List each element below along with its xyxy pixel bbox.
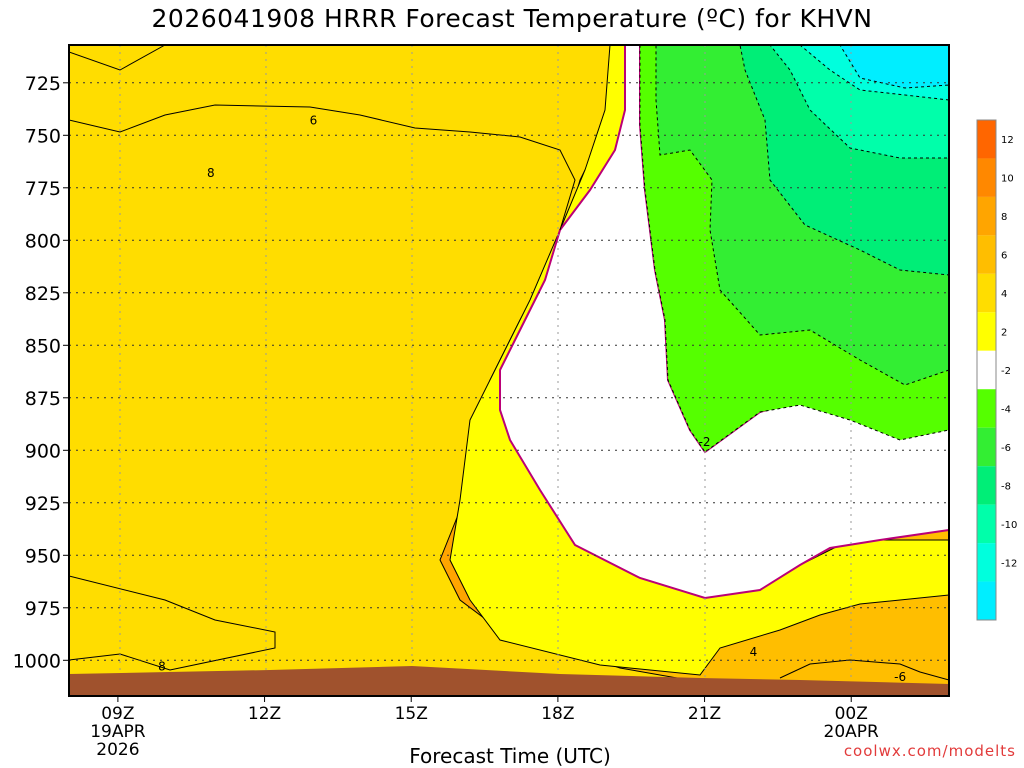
contour-line-lower-8 bbox=[69, 575, 276, 671]
colorbar: 12 10 8 6 4 2 -2 -4 -6 -8 -10 -12 bbox=[976, 119, 1017, 621]
contour-label-1: 8 bbox=[207, 166, 215, 180]
y-tick-label-800: 800 bbox=[25, 230, 61, 252]
y-tick-label-750: 750 bbox=[25, 125, 61, 147]
colorbar-label--6: -6 bbox=[1001, 443, 1011, 454]
colorbar-bin-9 bbox=[977, 466, 996, 505]
colorbar-bin-2 bbox=[977, 196, 996, 236]
y-tick-label-900: 900 bbox=[25, 440, 61, 462]
contour-label-4: 8 bbox=[158, 660, 166, 674]
contour-label-0: 6 bbox=[310, 114, 318, 128]
colorbar-bin-4 bbox=[977, 273, 996, 313]
colorbar-label-10: 10 bbox=[1001, 174, 1014, 185]
temperature-field bbox=[69, 45, 949, 696]
x-axis-label: Forecast Time (UTC) bbox=[409, 744, 611, 768]
y-axis: 725 750 775 800 825 850 875 900 925 950 975 1000 bbox=[13, 73, 69, 672]
colorbar-bin-12 bbox=[977, 581, 996, 620]
colorbar-bin-1 bbox=[977, 158, 996, 197]
colorbar-bin-6 bbox=[977, 350, 996, 390]
ground bbox=[69, 666, 949, 696]
x-tick-label-15Z: 15Z bbox=[395, 704, 428, 724]
colorbar-border bbox=[976, 119, 997, 621]
contour-label-5: -6 bbox=[894, 670, 906, 684]
x-tick-year-09Z: 2026 bbox=[96, 740, 139, 760]
region-minus14-to-minus12 bbox=[839, 45, 949, 89]
y-tick-label-1000: 1000 bbox=[13, 650, 61, 672]
y-tick-label-775: 775 bbox=[25, 178, 61, 200]
colorbar-label-2: 2 bbox=[1001, 328, 1007, 339]
colorbar-bin-5 bbox=[977, 312, 996, 351]
y-tick-label-825: 825 bbox=[25, 283, 61, 305]
colorbar-label--2: -2 bbox=[1001, 366, 1011, 377]
x-tick-label-18Z: 18Z bbox=[541, 704, 574, 724]
colorbar-label--12: -12 bbox=[1001, 558, 1017, 569]
y-tick-label-725: 725 bbox=[25, 73, 61, 95]
colorbar-bin-7 bbox=[977, 389, 996, 428]
contour-line-6-upper bbox=[69, 45, 576, 231]
colorbar-bin-11 bbox=[977, 543, 996, 582]
contour-label-2: -2 bbox=[699, 435, 711, 449]
y-tick-label-875: 875 bbox=[25, 388, 61, 410]
colorbar-label-4: 4 bbox=[1001, 289, 1007, 300]
x-tick-label-09Z: 09Z bbox=[101, 704, 134, 724]
source-credit: coolwx.com/modelts bbox=[844, 742, 1016, 760]
colorbar-label-8: 8 bbox=[1001, 212, 1007, 223]
x-tick-date-00Z: 20APR bbox=[824, 722, 880, 742]
colorbar-bin-10 bbox=[977, 504, 996, 544]
x-tick-date-09Z: 19APR bbox=[90, 722, 146, 742]
y-tick-label-975: 975 bbox=[25, 598, 61, 620]
colorbar-label--8: -8 bbox=[1001, 481, 1011, 492]
colorbar-bin-3 bbox=[977, 235, 996, 274]
colorbar-bin-8 bbox=[977, 427, 996, 467]
contour-label-3: 4 bbox=[750, 645, 758, 659]
x-tick-label-00Z: 00Z bbox=[835, 704, 868, 724]
colorbar-label-6: 6 bbox=[1001, 251, 1007, 262]
y-tick-label-950: 950 bbox=[25, 545, 61, 567]
x-tick-label-21Z: 21Z bbox=[688, 704, 721, 724]
colorbar-label--10: -10 bbox=[1001, 520, 1017, 531]
contour-line-6-lower bbox=[779, 659, 949, 681]
y-tick-label-925: 925 bbox=[25, 493, 61, 515]
chart-title: 2026041908 HRRR Forecast Temperature (ºC… bbox=[151, 4, 873, 33]
colorbar-bin-0 bbox=[977, 120, 996, 159]
colorbar-label--4: -4 bbox=[1001, 404, 1011, 415]
colorbar-label-12: 12 bbox=[1001, 135, 1014, 146]
contour-labels: 6 8 -2 4 8 -6 bbox=[158, 114, 906, 684]
x-tick-label-12Z: 12Z bbox=[248, 704, 281, 724]
y-tick-label-850: 850 bbox=[25, 335, 61, 357]
plot-border bbox=[68, 44, 950, 697]
